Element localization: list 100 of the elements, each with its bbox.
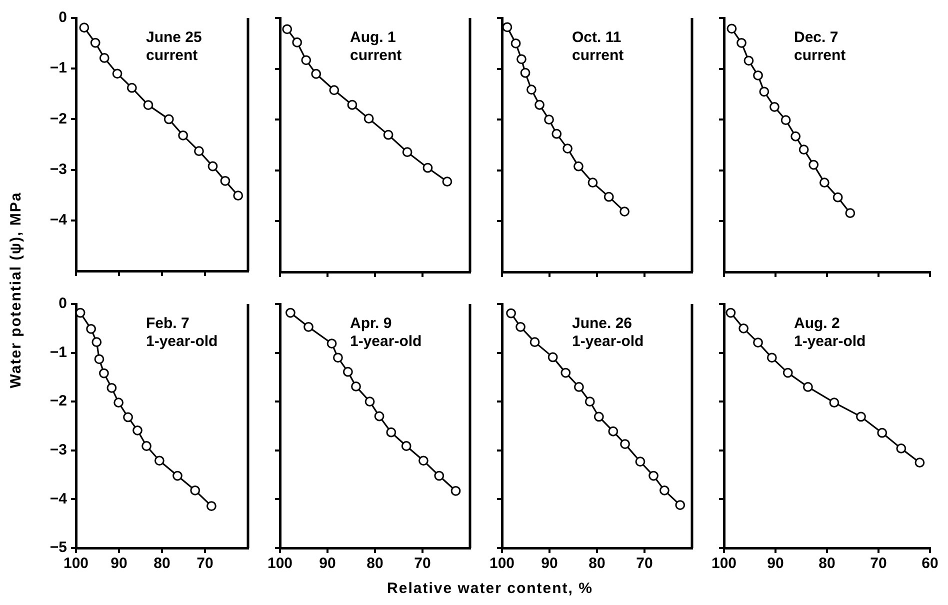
point [402,147,412,158]
annotation: 1-year-old [146,333,218,350]
point [516,322,526,332]
point [560,368,571,378]
y-tick-label: −3 [50,160,67,178]
point [326,338,337,348]
annotation: Aug. 2 [794,315,840,332]
annotation: June. 26 [572,315,632,332]
point [782,368,793,378]
point [877,428,888,438]
y-tick-label: −1 [50,344,67,361]
point [178,130,188,140]
point [770,102,780,112]
y-tick-label: −1 [50,60,67,77]
y-tick-label: −2 [50,110,67,128]
point [92,337,102,348]
point [99,368,109,378]
point [383,130,394,140]
point [164,114,174,124]
point [304,322,314,332]
point [660,485,670,496]
point [726,308,736,318]
annotation: Dec. 7 [794,29,838,46]
point [594,412,604,422]
point [530,337,540,348]
point [142,441,152,451]
point [364,396,375,407]
point [620,439,630,450]
point [675,500,686,510]
point [347,100,358,110]
x-tick-label: 100 [63,555,89,572]
x-tick-label: 90 [319,555,336,572]
point [526,84,536,95]
point [584,396,595,407]
point [832,192,843,202]
point [94,354,104,364]
y-tick-label: −2 [50,392,67,410]
point [132,425,142,436]
x-tick-label: 80 [366,555,384,572]
point [292,37,302,48]
annotation: current [572,47,624,64]
point [386,427,396,438]
x-tick-label: 100 [711,555,737,572]
point [552,128,562,139]
y-tick-label: −3 [50,442,67,459]
point [76,308,86,318]
annotation: Aug. 1 [350,29,396,46]
x-tick-label: 70 [636,555,653,572]
point [520,68,530,78]
point [506,308,516,318]
point [282,24,292,34]
point [286,308,296,318]
point [736,38,746,48]
x-tick-label: 70 [870,555,887,572]
x-tick-label: 80 [154,555,170,572]
x-tick-label: 90 [541,555,558,572]
point [588,178,598,188]
point [790,131,801,142]
point [418,456,428,466]
point [422,162,433,173]
point [516,54,526,64]
point [845,208,856,218]
x-tick-label: 80 [818,555,836,572]
point [780,115,791,126]
point [608,426,618,436]
point [333,352,343,363]
point [802,382,813,392]
point [401,441,412,451]
point [562,144,572,154]
point [342,366,353,377]
point [374,411,384,422]
point [766,352,777,363]
point [301,55,312,66]
point [738,323,749,334]
annotation: current [350,47,402,64]
point [311,68,322,79]
annotation: Feb. 7 [146,315,190,332]
point [112,68,122,79]
point [329,85,340,96]
point [808,160,819,170]
x-tick-label: 80 [588,555,606,572]
annotation: June 25 [146,29,202,46]
annotation: current [146,47,198,64]
point [450,486,461,496]
point [753,338,763,348]
point [172,470,182,481]
x-axis-title: Relative water content, % [387,580,593,597]
point [442,176,452,187]
point [604,192,614,202]
point [829,398,840,408]
point [99,53,110,63]
point [220,176,230,186]
annotation: Oct. 11 [572,29,622,46]
point [79,22,90,33]
point [759,86,770,97]
point [753,70,763,80]
x-tick-label: 100 [267,555,293,572]
x-tick-label: 70 [414,555,431,572]
point [896,444,906,454]
point [819,178,830,188]
